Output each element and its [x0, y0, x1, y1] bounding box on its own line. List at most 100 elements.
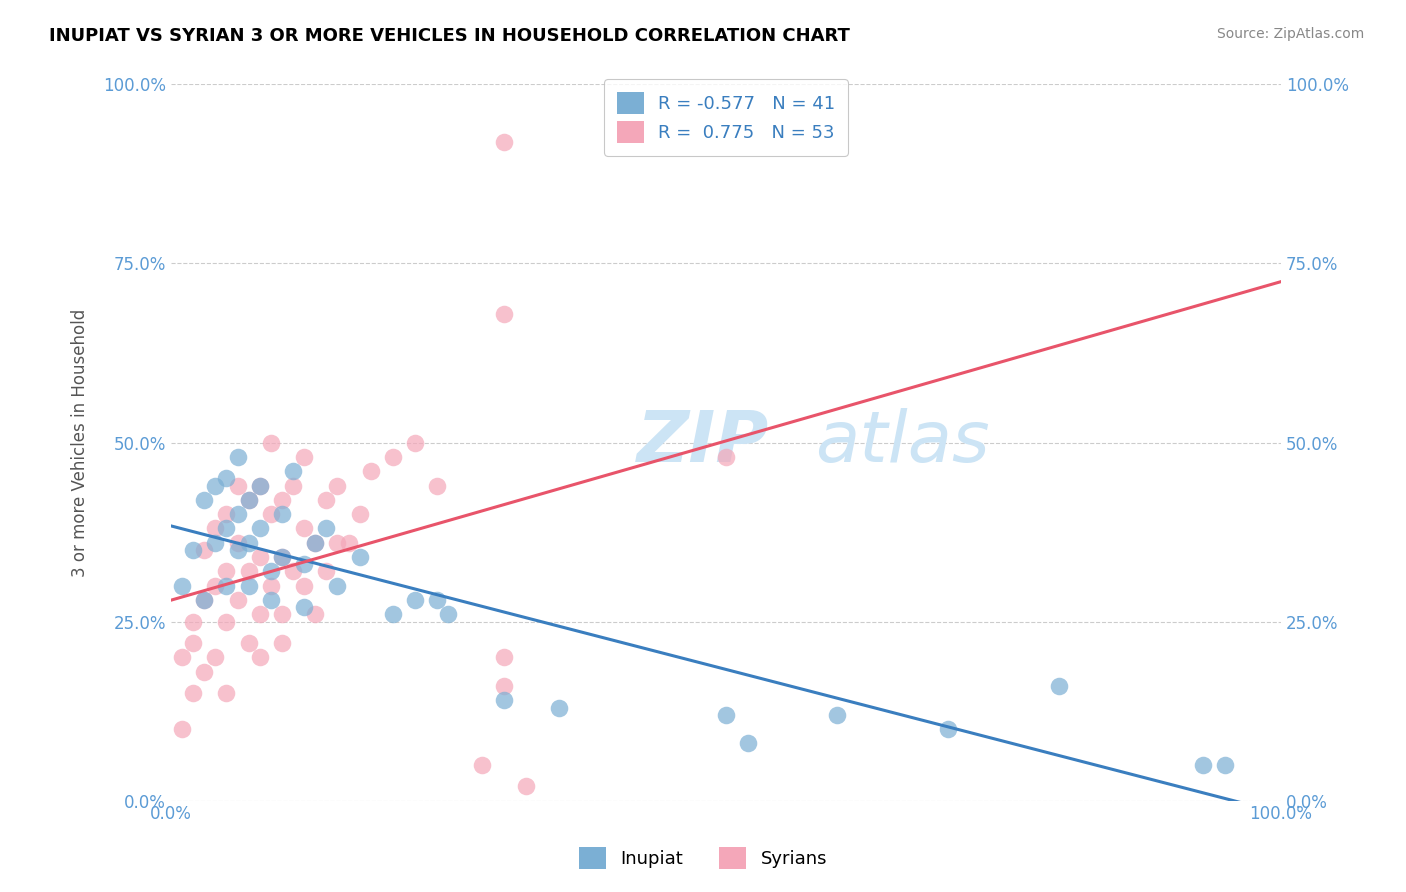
Point [226, 478, 249, 492]
Text: ZIP: ZIP [637, 408, 769, 477]
Point [215, 615, 238, 629]
Point [249, 650, 271, 665]
Point [382, 607, 405, 622]
Point [349, 507, 371, 521]
Point [193, 665, 215, 679]
Point [1047, 679, 1070, 693]
Text: Source: ZipAtlas.com: Source: ZipAtlas.com [1216, 27, 1364, 41]
Point [825, 707, 848, 722]
Point [215, 507, 238, 521]
Point [181, 636, 204, 650]
Point [281, 478, 304, 492]
Point [492, 679, 515, 693]
Point [238, 636, 260, 650]
Point [492, 650, 515, 665]
Point [215, 471, 238, 485]
Point [292, 450, 315, 464]
Point [181, 686, 204, 700]
Point [172, 722, 194, 736]
Point [204, 478, 226, 492]
Point [360, 464, 382, 478]
Point [292, 579, 315, 593]
Point [193, 593, 215, 607]
Point [426, 478, 449, 492]
Point [238, 565, 260, 579]
Point [215, 565, 238, 579]
Point [292, 521, 315, 535]
Point [315, 521, 337, 535]
Point [226, 507, 249, 521]
Point [260, 565, 283, 579]
Point [271, 607, 294, 622]
Legend: Inupiat, Syrians: Inupiat, Syrians [569, 838, 837, 879]
Point [492, 693, 515, 707]
Point [281, 565, 304, 579]
Point [249, 478, 271, 492]
Point [271, 550, 294, 565]
Point [226, 450, 249, 464]
Point [714, 450, 737, 464]
Point [292, 558, 315, 572]
Point [271, 492, 294, 507]
Point [204, 536, 226, 550]
Point [515, 779, 537, 793]
Point [471, 757, 494, 772]
Point [260, 579, 283, 593]
Point [271, 636, 294, 650]
Point [315, 565, 337, 579]
Point [249, 550, 271, 565]
Point [349, 550, 371, 565]
Text: atlas: atlas [814, 408, 990, 477]
Text: INUPIAT VS SYRIAN 3 OR MORE VEHICLES IN HOUSEHOLD CORRELATION CHART: INUPIAT VS SYRIAN 3 OR MORE VEHICLES IN … [49, 27, 851, 45]
Point [260, 507, 283, 521]
Point [193, 543, 215, 558]
Y-axis label: 3 or more Vehicles in Household: 3 or more Vehicles in Household [72, 309, 89, 576]
Point [181, 615, 204, 629]
Point [215, 521, 238, 535]
Point [238, 492, 260, 507]
Point [204, 579, 226, 593]
Point [215, 686, 238, 700]
Point [271, 507, 294, 521]
Point [226, 543, 249, 558]
Point [193, 593, 215, 607]
Legend: R = -0.577   N = 41, R =  0.775   N = 53: R = -0.577 N = 41, R = 0.775 N = 53 [605, 79, 848, 156]
Point [1215, 757, 1237, 772]
Point [215, 579, 238, 593]
Point [238, 536, 260, 550]
Point [437, 607, 460, 622]
Point [226, 593, 249, 607]
Point [492, 307, 515, 321]
Point [238, 492, 260, 507]
Point [193, 492, 215, 507]
Point [304, 607, 326, 622]
Point [714, 707, 737, 722]
Point [238, 579, 260, 593]
Point [249, 607, 271, 622]
Point [281, 464, 304, 478]
Point [426, 593, 449, 607]
Point [292, 600, 315, 615]
Point [204, 650, 226, 665]
Point [249, 478, 271, 492]
Point [271, 550, 294, 565]
Point [404, 435, 426, 450]
Point [249, 521, 271, 535]
Point [172, 650, 194, 665]
Point [1192, 757, 1215, 772]
Point [548, 700, 571, 714]
Point [404, 593, 426, 607]
Point [260, 435, 283, 450]
Point [337, 536, 360, 550]
Point [181, 543, 204, 558]
Point [382, 450, 405, 464]
Point [304, 536, 326, 550]
Point [326, 478, 349, 492]
Point [315, 492, 337, 507]
Point [326, 579, 349, 593]
Point [326, 536, 349, 550]
Point [737, 736, 759, 750]
Point [172, 579, 194, 593]
Point [492, 135, 515, 149]
Point [936, 722, 959, 736]
